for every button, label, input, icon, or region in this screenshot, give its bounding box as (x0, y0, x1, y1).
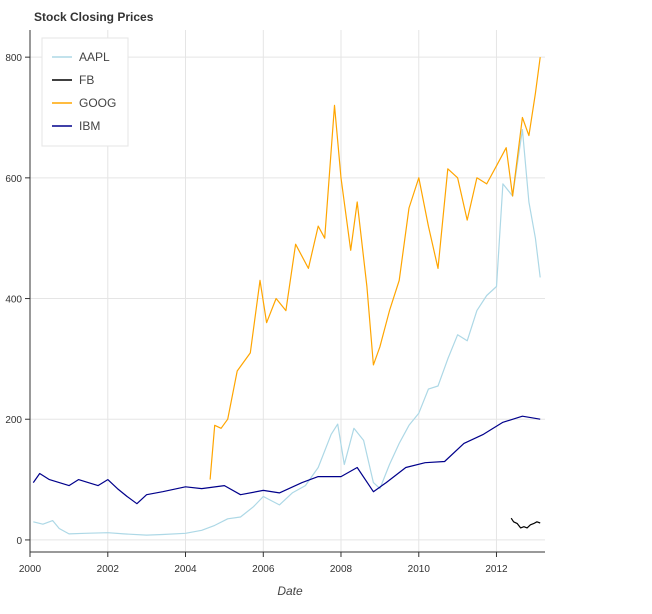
y-tick-label: 600 (5, 174, 22, 185)
legend-label-ibm: IBM (79, 119, 100, 133)
x-axis-label: Date (277, 584, 303, 598)
y-tick-label: 200 (5, 415, 22, 426)
series-line-aapl (33, 129, 541, 536)
series-line-fb (510, 517, 541, 529)
y-tick-label: 0 (16, 536, 22, 547)
series-lines (32, 57, 541, 536)
x-tick-label: 2006 (252, 564, 275, 575)
x-tick-label: 2008 (330, 564, 353, 575)
legend-label-aapl: AAPL (79, 50, 110, 64)
x-tick-label: 2000 (19, 564, 42, 575)
series-line-ibm (32, 415, 541, 505)
axes: 2000 2002 2004 2006 2008 2010 2012 0 200 400 600 80… (5, 30, 545, 575)
y-tick-label: 400 (5, 295, 22, 306)
y-tick-label: 800 (5, 53, 22, 64)
chart-title: Stock Closing Prices (34, 10, 154, 24)
x-tick-label: 2002 (97, 564, 120, 575)
x-tick-label: 2004 (174, 564, 197, 575)
x-tick-label: 2010 (408, 564, 431, 575)
x-tick-label: 2012 (485, 564, 508, 575)
legend-label-goog: GOOG (79, 96, 116, 110)
legend-label-fb: FB (79, 73, 94, 87)
series-line-goog (209, 57, 541, 480)
legend-box (41, 37, 129, 147)
legend: AAPL FB GOOG IBM (41, 37, 129, 147)
